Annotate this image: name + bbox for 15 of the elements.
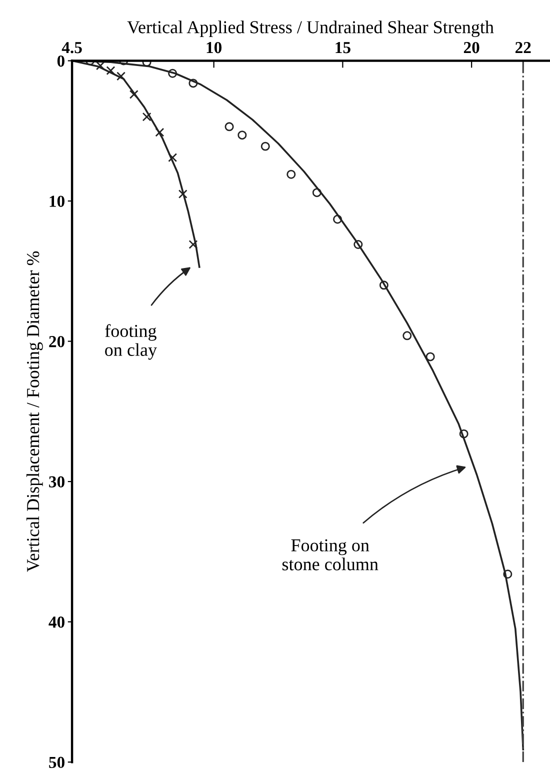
annotation: footing on clay: [105, 324, 157, 360]
y-tick-label: 30: [49, 476, 64, 488]
y-tick-label: 40: [48, 616, 64, 628]
x-tick-label: 20: [464, 42, 480, 54]
annotation: Footing on stone column: [282, 539, 378, 570]
y-tick-label: 10: [50, 196, 64, 207]
x-tick-label: 22: [515, 42, 531, 54]
x-tick-label: 10: [206, 42, 222, 54]
y-axis-title: Vertical Displacement / Footing Diameter %: [26, 251, 43, 572]
y-tick-label: 20: [49, 336, 64, 348]
x-axis-title: Vertical Applied Stress / Undrained Shear Strength: [127, 20, 494, 38]
y-tick-label: 0: [57, 55, 64, 67]
x-tick-label: 15: [336, 42, 350, 54]
x-tick-label: 4.5: [62, 42, 82, 54]
y-tick-label: 50: [49, 756, 64, 768]
